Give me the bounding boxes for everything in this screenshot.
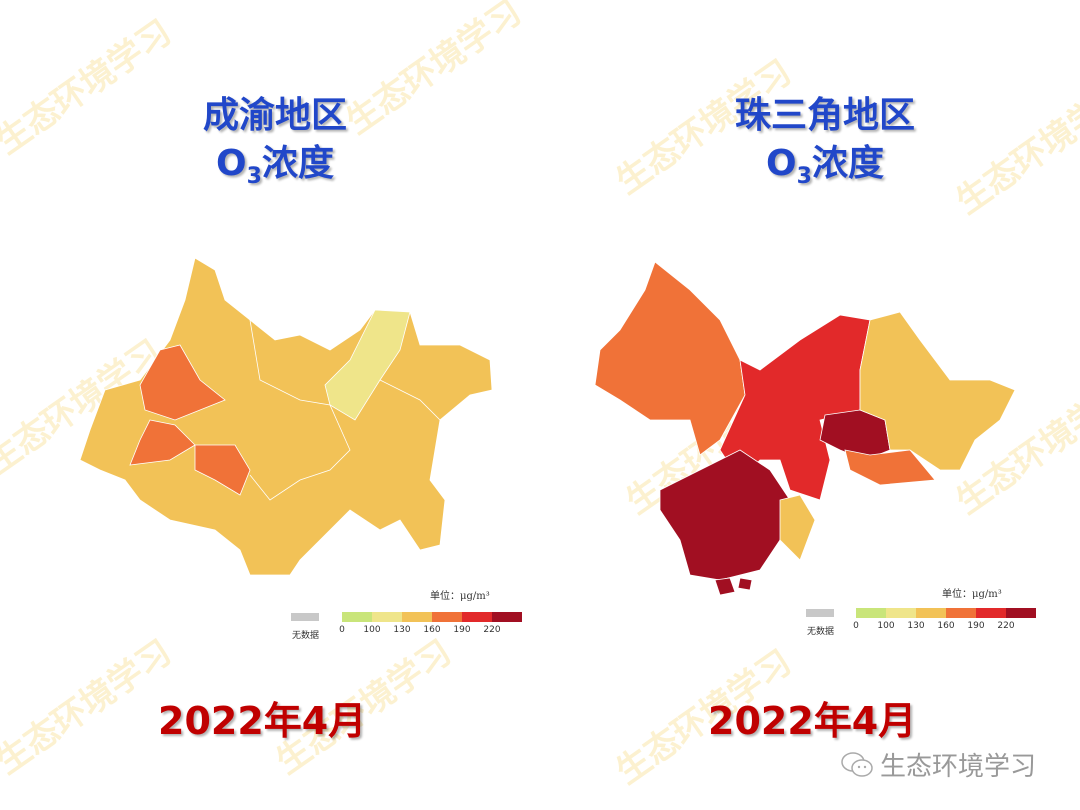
tick-label: 220 <box>483 625 501 635</box>
region-130-160 <box>859 311 1016 471</box>
brand: 生态环境学习 <box>840 746 1036 783</box>
right-title-line1: 珠三角地区 <box>734 95 915 136</box>
prd-map <box>594 261 1016 596</box>
color-swatch <box>342 612 372 622</box>
tick-label: 130 <box>393 625 411 635</box>
subscript: 3 <box>796 164 812 190</box>
right-title-line2: O3浓度 <box>705 140 945 201</box>
title-rest: 浓度 <box>811 143 884 184</box>
color-swatch <box>462 612 492 622</box>
tick-label: 160 <box>423 625 441 635</box>
tick-label: 130 <box>907 621 925 631</box>
region-160-190 <box>594 261 746 456</box>
left-date: 2022年4月 <box>158 699 367 743</box>
region-220-plus <box>659 449 791 581</box>
color-swatch <box>492 612 522 622</box>
tick-label: 220 <box>997 621 1015 631</box>
color-swatch <box>946 608 976 618</box>
o-letter: O <box>766 143 797 184</box>
nodata-swatch <box>806 609 834 617</box>
color-swatch <box>1006 608 1036 618</box>
tick-label: 190 <box>967 621 985 631</box>
region-100-130 <box>324 309 411 421</box>
left-title-line2: O3浓度 <box>175 140 375 201</box>
tick-label: 100 <box>877 621 895 631</box>
color-bar <box>856 608 1036 618</box>
region-160-190 <box>844 449 936 486</box>
brand-text: 生态环境学习 <box>880 752 1037 782</box>
region-160-190 <box>139 344 226 421</box>
color-swatch <box>372 612 402 622</box>
nodata-label: 无数据 <box>807 627 835 637</box>
border-line <box>379 379 441 421</box>
nodata-label: 无数据 <box>292 631 320 641</box>
color-swatch <box>402 612 432 622</box>
right-date: 2022年4月 <box>708 699 917 743</box>
title-rest: 浓度 <box>261 143 334 184</box>
color-swatch <box>432 612 462 622</box>
island <box>737 577 753 591</box>
tick-label: 0 <box>339 625 345 635</box>
color-swatch <box>916 608 946 618</box>
color-bar <box>342 612 522 622</box>
o-letter: O <box>216 143 247 184</box>
tick-label: 0 <box>853 621 859 631</box>
tick-label: 100 <box>363 625 381 635</box>
left-title-line1: 成渝地区 <box>202 95 347 136</box>
right-title: 珠三角地区 O3浓度 <box>705 92 945 201</box>
region-160-190 <box>129 419 196 466</box>
region-130-160 <box>79 257 493 576</box>
color-swatch <box>856 608 886 618</box>
subscript: 3 <box>246 164 262 190</box>
color-swatch <box>886 608 916 618</box>
tick-label: 160 <box>937 621 955 631</box>
unit-label: 单位：μg/m³ <box>430 591 490 602</box>
chengyu-map <box>79 257 493 576</box>
color-swatch <box>976 608 1006 618</box>
border-line <box>249 319 351 501</box>
island <box>714 577 736 596</box>
tick-label: 190 <box>453 625 471 635</box>
region-130-160 <box>779 494 816 561</box>
wechat-icon <box>841 751 873 777</box>
nodata-swatch <box>291 613 319 621</box>
left-title: 成渝地区 O3浓度 <box>175 92 375 201</box>
region-160-190 <box>194 444 251 496</box>
unit-label: 单位：μg/m³ <box>942 589 1002 600</box>
